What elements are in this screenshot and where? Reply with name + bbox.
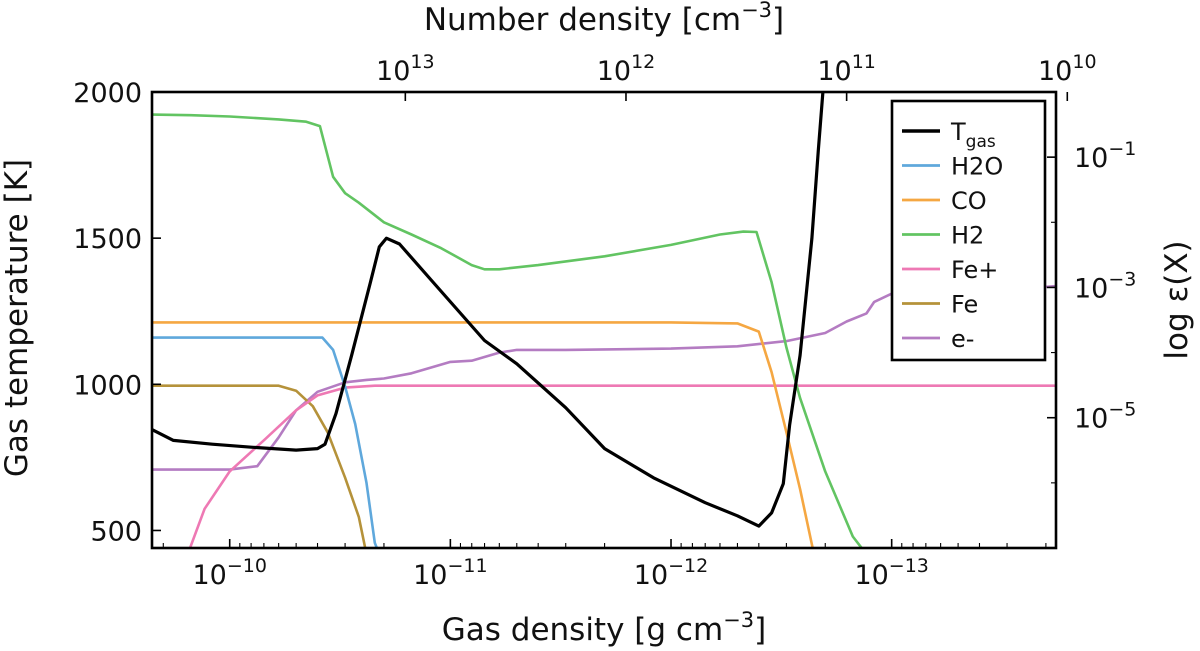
- series-line-t: [152, 92, 825, 528]
- y-right-tick-label: 10−3: [1074, 268, 1136, 304]
- legend-label: Fe+: [951, 256, 998, 284]
- legend-label: Fe: [951, 291, 978, 319]
- series-line-h2: [152, 113, 864, 548]
- tick-layer: 10−10 10−11 10−12 10−13 1013 1012 1011 1010 500 1…: [73, 51, 1136, 591]
- y-left-tick-label: 500: [90, 516, 142, 547]
- top-tick-label: 1010: [1038, 51, 1097, 87]
- y-left-tick-label: 1500: [73, 224, 142, 255]
- x-tick-label: 10−12: [634, 555, 708, 591]
- top-tick-label: 1011: [817, 51, 876, 87]
- y-right-tick-label: 10−5: [1074, 399, 1136, 435]
- legend-label: H2: [951, 222, 984, 250]
- series-line-feplus: [188, 384, 1056, 548]
- top-tick-label: 1013: [376, 51, 435, 87]
- legend-label: H2O: [951, 153, 1003, 181]
- legend-box: [890, 99, 1047, 362]
- series-line-fe: [152, 384, 367, 548]
- plot-frame: [150, 90, 1058, 550]
- y-right-tick-label: 10−1: [1074, 138, 1136, 174]
- x-tick-label: 10−10: [192, 555, 266, 591]
- y-left-axis-title: Gas temperature [K]: [0, 159, 35, 477]
- x-tick-label: 10−11: [413, 555, 487, 591]
- legend-label: e-: [951, 325, 974, 353]
- y-left-tick-label: 2000: [73, 78, 142, 109]
- y-left-tick-label: 1000: [73, 370, 142, 401]
- y-right-axis-title: log ε(X): [1159, 240, 1195, 359]
- series-line-co: [152, 321, 814, 548]
- series-line-h2o: [152, 336, 379, 548]
- legend-label: Tgas: [950, 118, 996, 152]
- x-tick-label: 10−13: [854, 555, 928, 591]
- x-axis-title: Gas density [g cm−3]: [442, 608, 767, 648]
- top-tick-label: 1012: [597, 51, 656, 87]
- legend-label: CO: [951, 187, 987, 215]
- top-axis-title: Number density [cm−3]: [424, 0, 784, 38]
- series-layer: [152, 92, 1056, 548]
